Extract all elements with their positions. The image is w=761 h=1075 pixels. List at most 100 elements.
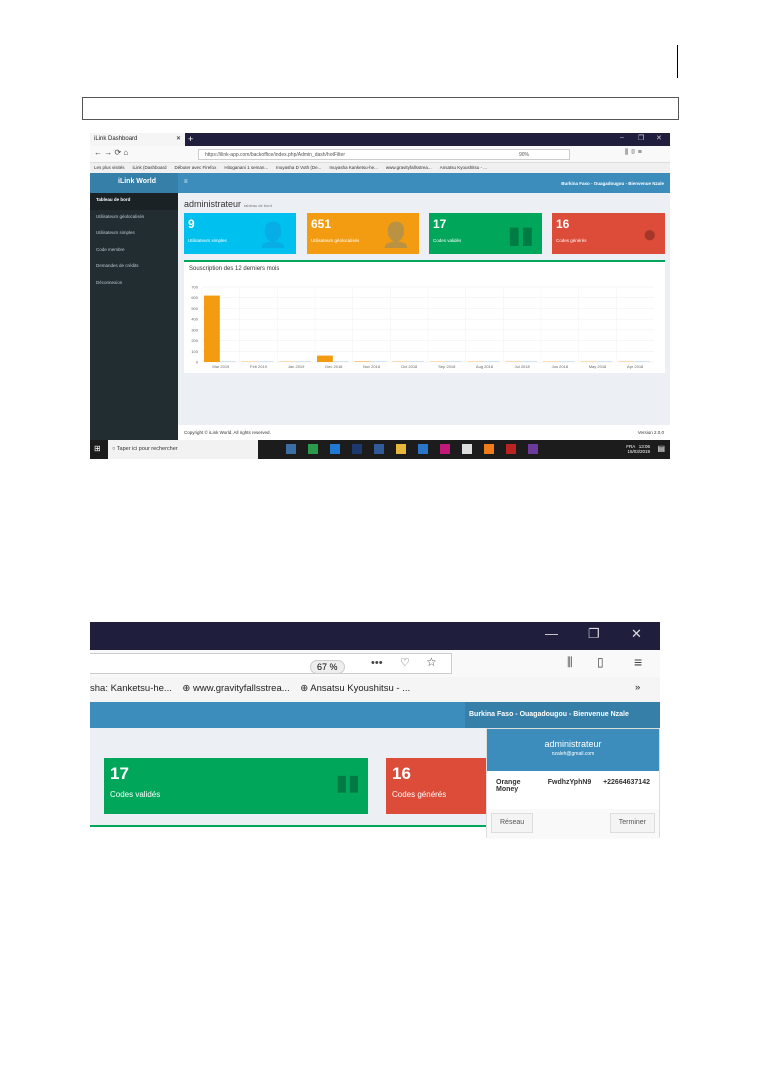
taskbar-search[interactable]: ○ Taper ici pour rechercher [108,440,258,459]
bookmark[interactable]: www.gravityfallsstrea... [385,165,432,170]
page-actions-icon[interactable]: ••• [371,657,383,669]
sidebar-item-credit-requests[interactable]: Demandes de crédits [96,263,139,268]
stat-box-validated-codes[interactable]: 17 Codes validés ▮▮ [429,213,542,254]
url-bar[interactable]: 67 % ••• ♡ ☆ [90,653,452,674]
notification-icon[interactable]: ▤ [657,444,665,453]
dropdown-header: administrateur nzaleh@gmail.com [487,729,659,771]
photoshop-icon[interactable] [352,444,362,454]
more-bookmarks-icon[interactable]: » [635,682,641,693]
folder-icon[interactable] [396,444,406,454]
bookmark[interactable]: iLink (Dashboard [132,165,167,170]
new-tab-icon[interactable]: + [188,134,194,144]
y-tick-label: 0 [196,360,199,365]
x-tick-label: Dec 2018 [325,364,343,369]
account-row: Orange Money FwdhzYphN9 +22664637142 [487,771,659,809]
bar-chart: 0 100 200 300 400 500 600 700 Mar 2019 Feb 2019 Ja… [191,285,654,369]
y-tick-label: 400 [191,317,198,322]
bar [354,361,371,362]
bar [317,355,333,362]
app-icon[interactable] [374,444,384,454]
stat-box-simple-users[interactable]: 9 Utilisateurs simples 👤 [184,213,296,254]
app-icon[interactable] [286,444,296,454]
y-tick-label: 600 [191,295,198,300]
user-email: nzaleh@gmail.com [551,751,595,757]
stat-box-validated-codes[interactable]: 17 Codes validés ▮▮ [104,758,368,814]
stat-box-generated-codes[interactable]: 16 Codes générés ● [552,213,665,254]
bookmark[interactable]: Débuter avec Firefox [174,165,217,170]
x-tick-label: Aug 2018 [476,364,494,369]
member-code: FwdhzYphN9 [547,779,592,786]
pocket-icon[interactable]: ♡ [400,657,410,669]
minimize-icon[interactable]: – [620,134,624,141]
bookmark[interactable]: www.gravityfallsstrea... [193,683,290,694]
user-location[interactable]: Burkina Faso - Ouagadougou - Bienvenue N… [561,181,664,186]
browser-tab[interactable]: iLink Dashboard ✕ [90,133,185,146]
stat-box-geolocated-users[interactable]: 651 Utilisateurs géolocalisés 👤 [307,213,419,254]
edge-icon[interactable] [330,444,340,454]
windows-start-icon[interactable]: ⊞ [94,444,101,453]
y-tick-label: 200 [191,338,198,343]
user-menu-toggle[interactable]: Burkina Faso - Ouagadougou - Bienvenue N… [465,702,660,728]
brand-name: iLink World [118,178,156,185]
close-icon[interactable]: ✕ [656,135,662,142]
sidebar: Tableau de bord Utilisateurs géolocalisé… [90,193,178,443]
sidebar-item-simple-users[interactable]: Utilisateurs simples [96,230,135,235]
url-bar[interactable]: https://ilink-app.com/backoffice/index.p… [198,149,570,160]
stat-label: Codes générés [392,790,447,799]
menu-icon[interactable]: ≡ [634,654,643,670]
page-title: administrateur tableau de bord [184,199,272,209]
x-tick-label: Jun 2018 [552,364,569,369]
brand-logo[interactable]: iLink World [90,173,178,193]
stat-label: Codes validés [433,238,462,243]
network-button[interactable]: Réseau [491,813,534,833]
app-icon[interactable] [308,444,318,454]
vscode-icon[interactable] [418,444,428,454]
x-tick-label: Mar 2019 [212,364,230,369]
stat-box-generated-codes[interactable]: 16 Codes générés [386,758,496,814]
bookmark[interactable]: Inuyasha Kanketsu-he... [329,165,378,170]
finish-button[interactable]: Terminer [609,813,655,833]
sidebar-icon[interactable]: ▯ [597,655,604,669]
bar-chart-icon: ▮▮ [335,770,360,795]
bookmark[interactable]: Ansatsu Kyoushitsu - ... [310,683,411,694]
library-icon[interactable]: ⫼ [567,655,573,669]
clock-date: 15/03/2019 [627,449,650,454]
zoom-level[interactable]: 90% [518,152,529,158]
bookmark[interactable]: Hitoganani 1 seman... [224,165,269,170]
user-dropdown: administrateur nzaleh@gmail.com Orange Mo… [486,728,660,839]
system-tray[interactable]: FRA 13:06 15/03/2019 [626,444,650,454]
stat-label: Codes générés [556,238,587,243]
bookmark[interactable]: Les plus visités [94,165,125,170]
page-title-text: administrateur [184,199,242,209]
bookmark[interactable]: Ansatsu Kyoushitsu - ... [439,165,487,170]
nav-buttons-icon[interactable]: ← → ⟳ ⌂ [94,148,129,157]
stat-value: 17 [110,764,129,783]
minimize-icon[interactable]: — [545,626,558,641]
close-icon[interactable]: ✕ [631,626,642,641]
bookmark[interactable]: sha: Kanketsu-he... [90,683,172,694]
mail-icon[interactable] [462,444,472,454]
sidebar-item-logout[interactable]: Déconnexion [96,279,123,285]
zoom-level[interactable]: 67 % [310,660,345,674]
app-icon[interactable] [440,444,450,454]
close-tab-icon[interactable]: ✕ [175,136,181,142]
sidebar-item-geolocated-users[interactable]: Utilisateurs géolocalisés [96,213,145,219]
sidebar-item-member-code[interactable]: Code membre [96,246,125,252]
filezilla-icon[interactable] [506,444,516,454]
bar [204,295,220,362]
sidebar-item-dashboard[interactable]: Tableau de bord [90,193,178,210]
bookmark[interactable]: Inuyasha D Voth (De... [276,165,322,170]
x-tick-label: Jul 2018 [515,364,531,369]
network-name: Orange Money [496,779,521,793]
firefox-icon[interactable] [484,444,494,454]
menu-toggle-icon[interactable]: ≡ [184,179,188,185]
restore-icon[interactable]: ❐ [638,135,645,142]
star-icon[interactable]: ☆ [426,655,437,669]
stat-label: Utilisateurs simples [188,238,227,243]
library-menu-icon[interactable]: ⫼ ▯ ≡ [625,149,642,156]
app-icon[interactable] [528,444,538,454]
restore-icon[interactable]: ❐ [588,626,600,641]
x-tick-label: Jan 2019 [288,364,305,369]
subscription-chart: Souscription des 12 derniers mois 0 100 20… [184,260,665,373]
x-tick-label: Nov 2018 [363,364,381,369]
